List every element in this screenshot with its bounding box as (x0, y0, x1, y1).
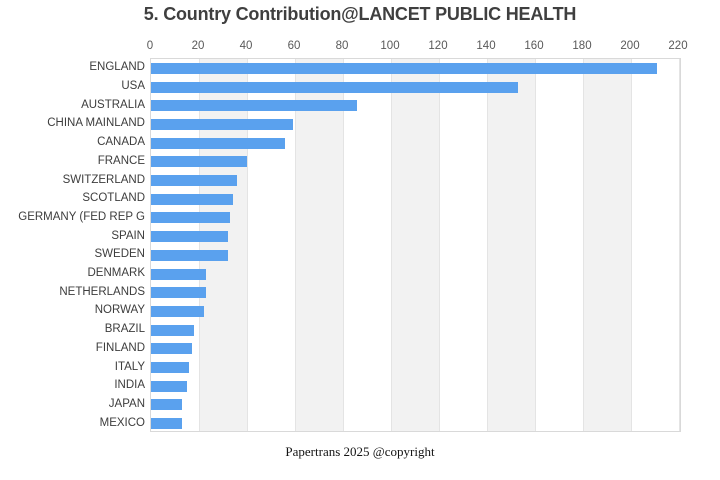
plot-band (391, 59, 439, 431)
bar (151, 324, 195, 336)
category-label: JAPAN (108, 397, 145, 410)
bar (151, 305, 204, 317)
bar (151, 62, 658, 74)
bar (151, 118, 293, 130)
x-tick-label: 200 (620, 40, 640, 52)
plot-band (199, 59, 247, 431)
x-tick-label: 20 (191, 40, 205, 52)
bar (151, 100, 358, 112)
x-tick-label: 220 (668, 40, 688, 52)
category-label: CANADA (97, 136, 145, 149)
bar (151, 343, 192, 355)
category-label: FRANCE (97, 154, 145, 167)
bar (151, 81, 519, 93)
category-label: ENGLAND (89, 61, 145, 74)
plot-band (295, 59, 343, 431)
gridline (534, 59, 536, 431)
bar (151, 137, 286, 149)
x-tick-label: 100 (380, 40, 400, 52)
bar (151, 380, 187, 392)
category-label: MEXICO (99, 416, 145, 429)
gridline (486, 59, 488, 431)
category-label: SCOTLAND (82, 192, 145, 205)
category-label: ITALY (114, 360, 145, 373)
category-label: SWEDEN (94, 248, 145, 261)
plot-band (583, 59, 631, 431)
bar (151, 249, 228, 261)
plot-area (150, 58, 681, 432)
gridline (582, 59, 584, 431)
bar (151, 362, 190, 374)
gridline (630, 59, 632, 431)
bar (151, 418, 183, 430)
bar (151, 156, 247, 168)
bar (151, 175, 238, 187)
gridline (342, 59, 344, 431)
gridline (438, 59, 440, 431)
x-tick-label: 40 (239, 40, 253, 52)
x-tick-label: 180 (572, 40, 592, 52)
footer-copyright: Papertrans 2025 @copyright (285, 444, 435, 459)
bar (151, 193, 233, 205)
x-tick-label: 160 (524, 40, 544, 52)
bar (151, 268, 207, 280)
gridline (246, 59, 248, 431)
gridline (678, 59, 680, 431)
bar (151, 399, 183, 411)
x-axis: 0 20 40 60 80 100 120 140 160 180 200 220 (0, 40, 720, 54)
chart-title: 5. Country Contribution@LANCET PUBLIC HE… (143, 4, 577, 24)
bar (151, 231, 228, 243)
bar (151, 212, 231, 224)
category-label: GERMANY (FED REP G (18, 210, 145, 223)
x-tick-label: 120 (428, 40, 448, 52)
gridline (390, 59, 392, 431)
category-label: NORWAY (94, 304, 145, 317)
gridline (198, 59, 200, 431)
y-axis-labels: ENGLAND USA AUSTRALIA CHINA MAINLAND CANADA F… (0, 58, 145, 432)
category-label: SPAIN (111, 229, 145, 242)
category-label: DENMARK (87, 267, 145, 280)
category-label: SWITZERLAND (62, 173, 145, 186)
bar (151, 287, 207, 299)
category-label: BRAZIL (104, 323, 145, 336)
category-label: CHINA MAINLAND (47, 117, 145, 130)
x-tick-label: 60 (287, 40, 301, 52)
x-tick-label: 0 (146, 40, 154, 52)
x-tick-label: 140 (476, 40, 496, 52)
category-label: AUSTRALIA (81, 98, 145, 111)
category-label: NETHERLANDS (59, 285, 145, 298)
category-label: FINLAND (95, 341, 145, 354)
x-tick-label: 80 (335, 40, 349, 52)
plot-band (487, 59, 535, 431)
gridline (294, 59, 296, 431)
category-label: INDIA (114, 379, 145, 392)
category-label: USA (121, 80, 145, 93)
